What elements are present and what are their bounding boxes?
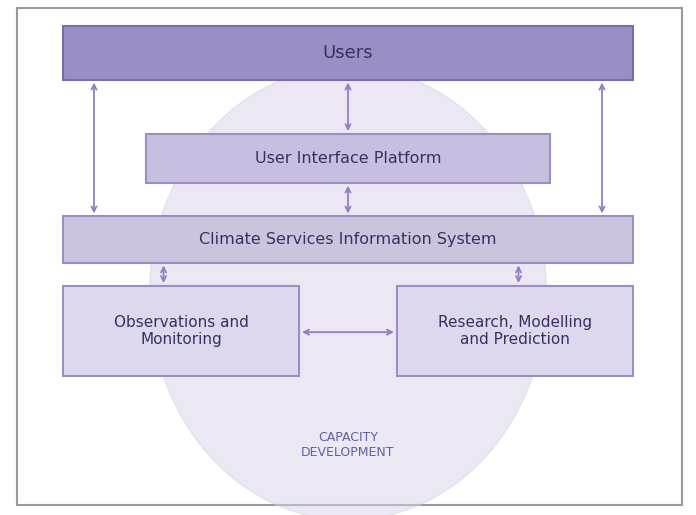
Text: Climate Services Information System: Climate Services Information System <box>199 232 497 247</box>
Text: Research, Modelling
and Prediction: Research, Modelling and Prediction <box>438 315 592 347</box>
FancyBboxPatch shape <box>17 8 682 505</box>
Ellipse shape <box>150 67 546 515</box>
Text: Observations and
Monitoring: Observations and Monitoring <box>113 315 248 347</box>
Text: User Interface Platform: User Interface Platform <box>255 151 441 166</box>
FancyBboxPatch shape <box>397 286 633 376</box>
FancyBboxPatch shape <box>146 134 550 183</box>
Text: Users: Users <box>323 44 373 62</box>
FancyBboxPatch shape <box>63 26 633 80</box>
Text: CAPACITY
DEVELOPMENT: CAPACITY DEVELOPMENT <box>301 432 395 459</box>
FancyBboxPatch shape <box>63 286 299 376</box>
FancyBboxPatch shape <box>63 216 633 263</box>
